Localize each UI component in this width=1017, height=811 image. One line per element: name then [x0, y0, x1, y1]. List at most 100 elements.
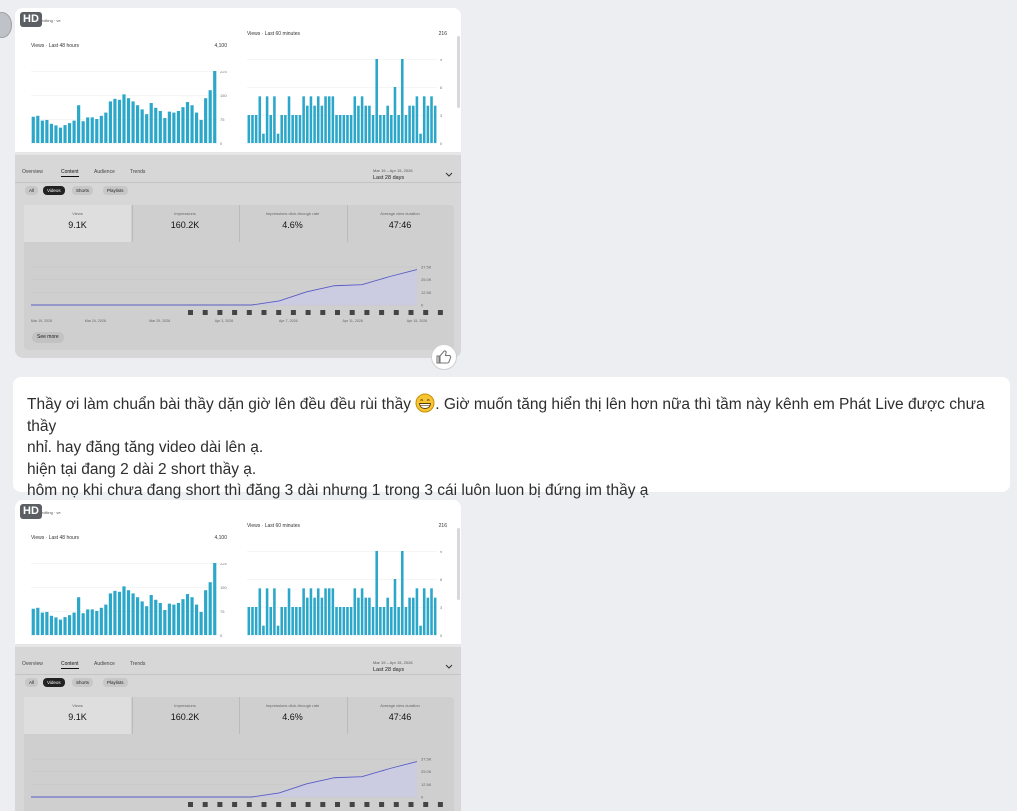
bar[interactable]: [81, 613, 85, 635]
chevron-down-icon[interactable]: [445, 172, 453, 178]
bar[interactable]: [77, 597, 81, 635]
bar[interactable]: [342, 607, 346, 635]
tab-audience[interactable]: Audience: [94, 661, 115, 667]
bar[interactable]: [320, 597, 324, 635]
bar[interactable]: [199, 119, 203, 143]
chip-all[interactable]: All: [25, 678, 39, 687]
bar[interactable]: [95, 119, 99, 143]
bar[interactable]: [108, 101, 112, 143]
bar[interactable]: [422, 588, 426, 635]
chip-videos[interactable]: Videos: [43, 186, 65, 195]
chip-playlists[interactable]: Playlists: [103, 186, 128, 195]
bar[interactable]: [375, 551, 378, 635]
bar[interactable]: [364, 597, 368, 635]
bar[interactable]: [273, 588, 276, 635]
bar[interactable]: [371, 607, 375, 635]
bar[interactable]: [31, 608, 35, 635]
video-marker-icon[interactable]: [393, 802, 399, 807]
bar[interactable]: [190, 105, 194, 143]
bar[interactable]: [181, 599, 185, 635]
bar[interactable]: [154, 107, 158, 143]
bar[interactable]: [117, 99, 122, 143]
bar[interactable]: [335, 607, 338, 635]
bar[interactable]: [393, 579, 397, 635]
bar[interactable]: [136, 597, 140, 635]
sender-avatar[interactable]: [0, 12, 12, 38]
bar[interactable]: [194, 112, 199, 143]
bar[interactable]: [251, 607, 254, 635]
video-marker-icon[interactable]: [364, 802, 370, 807]
bar[interactable]: [364, 105, 368, 143]
bar[interactable]: [149, 595, 153, 635]
tab-trends[interactable]: Trends: [130, 661, 146, 667]
tab-content[interactable]: Content: [61, 169, 79, 177]
video-marker-icon[interactable]: [276, 310, 282, 315]
bar[interactable]: [190, 597, 194, 635]
bar[interactable]: [415, 96, 419, 143]
bar[interactable]: [54, 125, 58, 143]
bar[interactable]: [77, 105, 81, 143]
bar[interactable]: [86, 117, 90, 143]
video-marker-icon[interactable]: [335, 310, 340, 315]
bar[interactable]: [404, 115, 408, 143]
bar[interactable]: [265, 588, 269, 635]
bar[interactable]: [40, 120, 44, 143]
bar[interactable]: [265, 96, 269, 143]
video-marker-icon[interactable]: [364, 310, 370, 315]
bar[interactable]: [306, 105, 309, 143]
bar[interactable]: [327, 96, 331, 143]
bar[interactable]: [375, 59, 378, 143]
video-marker-icon[interactable]: [305, 310, 311, 315]
bar[interactable]: [247, 607, 251, 635]
bar[interactable]: [213, 563, 217, 635]
bar[interactable]: [36, 607, 40, 635]
chevron-down-icon[interactable]: [445, 664, 453, 670]
bar[interactable]: [280, 115, 283, 143]
tab-content[interactable]: Content: [61, 661, 79, 669]
bar[interactable]: [401, 59, 404, 143]
chip-shorts[interactable]: Shorts: [72, 186, 94, 195]
chip-playlists[interactable]: Playlists: [103, 678, 128, 687]
video-marker-icon[interactable]: [408, 802, 414, 807]
bar[interactable]: [302, 588, 305, 635]
bar[interactable]: [254, 115, 258, 143]
bar[interactable]: [379, 115, 382, 143]
bar[interactable]: [149, 103, 153, 143]
bar[interactable]: [99, 115, 103, 143]
bar[interactable]: [419, 133, 422, 143]
bar[interactable]: [208, 90, 212, 143]
bar[interactable]: [181, 107, 185, 143]
bar[interactable]: [40, 612, 44, 635]
bar[interactable]: [346, 115, 349, 143]
video-marker-icon[interactable]: [320, 310, 326, 315]
bar[interactable]: [309, 96, 313, 143]
bar[interactable]: [258, 96, 262, 143]
video-marker-icon[interactable]: [290, 802, 296, 807]
bar[interactable]: [158, 603, 162, 635]
bar[interactable]: [390, 115, 393, 143]
video-marker-icon[interactable]: [261, 802, 267, 807]
bar[interactable]: [45, 611, 49, 635]
bar[interactable]: [411, 597, 415, 635]
bar[interactable]: [360, 588, 364, 635]
tab-overview[interactable]: Overview: [22, 169, 43, 175]
bar[interactable]: [276, 133, 280, 143]
metric-impressions-click-through-rate[interactable]: Impressions click-through rate 4.6%: [239, 205, 346, 242]
bar[interactable]: [176, 111, 181, 143]
video-marker-icon[interactable]: [246, 802, 252, 807]
bar[interactable]: [327, 588, 331, 635]
video-marker-icon[interactable]: [232, 802, 238, 807]
bar[interactable]: [346, 607, 349, 635]
chip-shorts[interactable]: Shorts: [72, 678, 94, 687]
bar[interactable]: [313, 597, 316, 635]
bar[interactable]: [185, 594, 190, 635]
video-marker-icon[interactable]: [349, 310, 355, 315]
tab-overview[interactable]: Overview: [22, 661, 43, 667]
bar[interactable]: [31, 116, 35, 143]
bar[interactable]: [140, 601, 144, 635]
bar[interactable]: [131, 101, 135, 143]
bar[interactable]: [342, 115, 346, 143]
bar[interactable]: [54, 617, 58, 635]
bar[interactable]: [154, 599, 158, 635]
bar[interactable]: [194, 604, 199, 635]
